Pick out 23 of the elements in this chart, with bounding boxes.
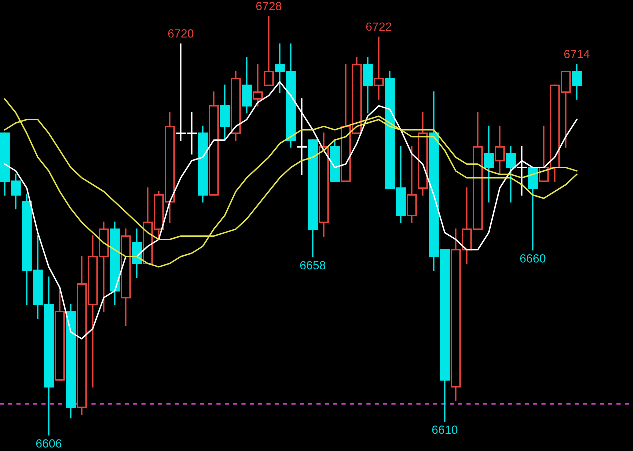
candlestick xyxy=(264,16,274,86)
candlestick xyxy=(242,57,252,114)
candlestick xyxy=(374,36,384,100)
annotation: 6720 xyxy=(168,30,194,38)
candlestick xyxy=(484,126,494,203)
candlestick xyxy=(528,167,538,251)
candlestick xyxy=(220,84,230,142)
annotation: 6606 xyxy=(36,439,62,448)
annotation: 6658 xyxy=(300,261,326,270)
candlestick xyxy=(297,98,307,176)
candlestick xyxy=(132,228,142,278)
candlestick xyxy=(407,146,417,224)
candlestick xyxy=(363,57,373,114)
annotation: 6728 xyxy=(256,2,282,10)
annotation: 6722 xyxy=(366,22,392,32)
candlestick xyxy=(572,64,582,100)
candlestick xyxy=(253,64,263,107)
annotation: 6660 xyxy=(520,254,546,263)
annotation: 6610 xyxy=(432,426,458,434)
candlestick xyxy=(517,146,527,196)
candlestick xyxy=(495,126,505,176)
candlestick xyxy=(506,146,516,203)
annotation: 6714 xyxy=(564,50,590,58)
